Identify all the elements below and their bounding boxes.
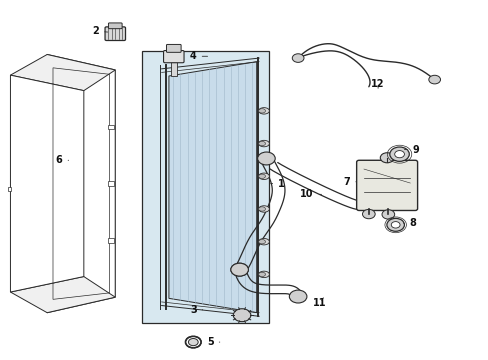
Circle shape [381, 210, 394, 219]
Circle shape [289, 290, 306, 303]
Ellipse shape [258, 109, 265, 113]
Bar [108, 181, 114, 186]
Ellipse shape [258, 108, 269, 114]
Circle shape [188, 338, 198, 346]
Polygon shape [47, 54, 115, 313]
Circle shape [292, 54, 304, 62]
Bar [108, 238, 114, 243]
Text: 10: 10 [300, 189, 321, 199]
Circle shape [428, 75, 440, 84]
FancyBboxPatch shape [108, 23, 122, 29]
Polygon shape [10, 75, 83, 292]
Ellipse shape [258, 272, 265, 276]
Circle shape [233, 309, 250, 321]
Bar [142, 51, 268, 323]
Ellipse shape [258, 207, 265, 211]
FancyBboxPatch shape [163, 50, 183, 63]
Text: 11: 11 [313, 298, 326, 308]
Circle shape [230, 263, 248, 276]
Bar [170, 62, 176, 76]
Text: 9: 9 [404, 144, 419, 154]
Circle shape [389, 147, 408, 161]
Text: 3: 3 [189, 305, 203, 315]
Text: 5: 5 [206, 337, 219, 347]
Bar [108, 125, 114, 129]
Circle shape [386, 219, 404, 231]
Polygon shape [168, 62, 256, 313]
Ellipse shape [258, 174, 265, 179]
Circle shape [380, 153, 393, 163]
Circle shape [394, 150, 404, 158]
Text: 2: 2 [92, 26, 107, 36]
Text: 8: 8 [403, 218, 415, 228]
Text: 1: 1 [270, 179, 285, 189]
Ellipse shape [258, 238, 269, 245]
Polygon shape [10, 276, 115, 313]
Text: 7: 7 [343, 177, 356, 187]
Circle shape [390, 222, 399, 228]
Text: 12: 12 [370, 79, 384, 89]
Ellipse shape [258, 239, 265, 244]
Ellipse shape [258, 173, 269, 180]
Text: 4: 4 [189, 51, 207, 61]
FancyBboxPatch shape [166, 44, 181, 52]
Bar [7, 187, 11, 191]
Circle shape [230, 263, 248, 276]
Text: 6: 6 [56, 155, 68, 165]
Ellipse shape [258, 271, 269, 278]
Ellipse shape [258, 206, 269, 212]
Ellipse shape [258, 140, 269, 147]
Circle shape [362, 210, 374, 219]
Ellipse shape [258, 141, 265, 146]
Polygon shape [10, 54, 115, 91]
FancyBboxPatch shape [105, 27, 125, 41]
Circle shape [257, 152, 275, 165]
FancyBboxPatch shape [356, 160, 417, 211]
